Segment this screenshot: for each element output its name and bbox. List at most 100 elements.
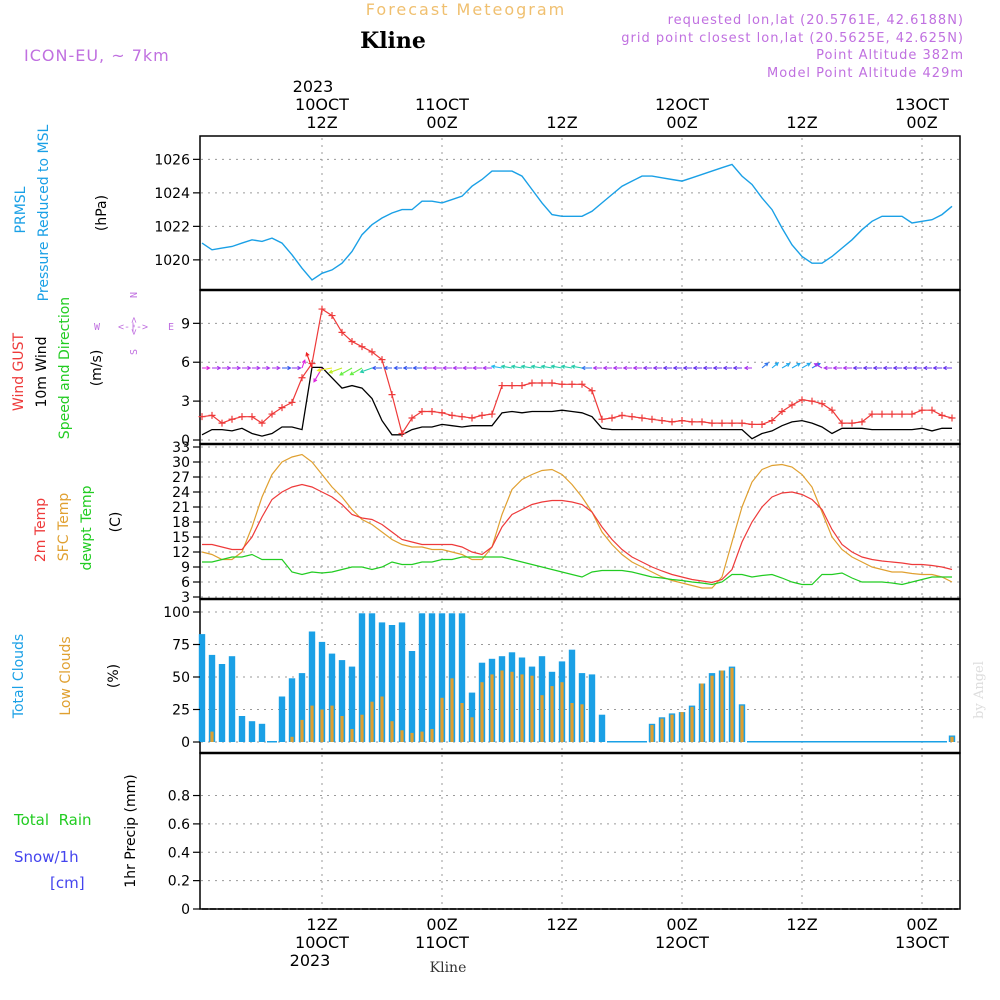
gust-marker xyxy=(478,411,486,419)
footer-location: Kline xyxy=(430,960,467,976)
total-cloud-bar xyxy=(927,741,937,743)
location-title: Kline xyxy=(360,28,426,54)
low-cloud-bar xyxy=(490,674,494,742)
t2m-label: 2m Temp xyxy=(33,498,49,562)
gust-marker xyxy=(648,415,656,423)
gust-marker xyxy=(578,380,586,388)
wind-direction-arrow xyxy=(781,363,791,369)
total-cloud-bar xyxy=(278,696,286,742)
compass-we-arrow: <-|-> xyxy=(118,322,148,333)
gust-marker xyxy=(598,415,606,423)
tcc-label: Total Clouds xyxy=(11,634,27,719)
total-cloud-bar xyxy=(857,741,867,743)
y-tick-label: 18 xyxy=(172,515,190,531)
gust-marker xyxy=(718,419,726,427)
gust-marker xyxy=(798,396,806,404)
gust-marker xyxy=(868,410,876,418)
wind-direction-arrow xyxy=(540,364,553,369)
top-date-label: 13OCT xyxy=(895,95,949,114)
wind-direction-arrow xyxy=(932,365,942,371)
wind-direction-arrow xyxy=(652,365,662,371)
total-cloud-bar xyxy=(308,631,316,742)
product-title: Forecast Meteogram xyxy=(366,0,566,19)
gust-marker xyxy=(208,411,216,419)
total-cloud-bar xyxy=(428,613,436,742)
wind-direction-arrow xyxy=(510,364,523,369)
wind-dir-label: Speed and Direction xyxy=(57,297,73,439)
bottom-time-label: 12Z xyxy=(306,915,337,934)
wind-direction-arrow xyxy=(862,365,872,371)
total-cloud-bar xyxy=(817,741,827,743)
y-tick-label: 30 xyxy=(172,455,190,471)
low-cloud-bar xyxy=(580,704,584,742)
wind-direction-arrow xyxy=(232,365,242,371)
wind-direction-arrow xyxy=(872,365,882,371)
total-cloud-bar xyxy=(418,613,426,742)
temperature-labels: 2m Temp SFC Temp dewpt Temp (C) xyxy=(33,485,124,570)
gust-marker xyxy=(298,374,306,382)
tsfc-label: SFC Temp xyxy=(56,493,72,562)
low-cloud-bar xyxy=(450,678,454,742)
gust-marker xyxy=(418,407,426,415)
gust-marker xyxy=(708,419,716,427)
model-label: ICON-EU, ~ 7km xyxy=(24,46,170,65)
bottom-date-label: 11OCT xyxy=(415,933,469,952)
gust-marker xyxy=(688,418,696,426)
low-cloud-bar xyxy=(400,730,404,742)
y-tick-label: 27 xyxy=(172,470,190,486)
low-cloud-bar xyxy=(500,670,504,742)
wind-direction-arrow xyxy=(892,365,902,371)
total-cloud-bar xyxy=(797,741,807,743)
wind-direction-arrow xyxy=(305,351,313,369)
pressure-line xyxy=(201,163,953,281)
gust-marker xyxy=(768,417,776,425)
low-cloud-bar xyxy=(520,674,524,742)
wind-direction-arrow xyxy=(202,365,211,371)
top-year-label: 2023 xyxy=(293,77,334,96)
wind10-line xyxy=(201,366,952,440)
gust-marker xyxy=(628,413,636,421)
wind-direction-arrow xyxy=(550,364,563,369)
y-tick-label: 1022 xyxy=(154,219,190,235)
wind-direction-arrow xyxy=(500,364,513,369)
gust-marker xyxy=(928,406,936,414)
low-cloud-bar xyxy=(550,686,554,742)
gust-marker xyxy=(378,356,386,364)
wind-direction-arrow xyxy=(743,365,752,371)
snow-label: Snow/1h xyxy=(14,848,79,866)
grid-point: grid point closest lon,lat (20.5625E, 42… xyxy=(621,31,964,46)
wind-direction-arrow xyxy=(520,364,533,369)
y-tick-label: 33 xyxy=(172,440,190,456)
gust-marker xyxy=(618,411,626,419)
low-cloud-bar xyxy=(370,701,374,742)
gust-marker xyxy=(808,397,816,405)
low-cloud-bar xyxy=(670,714,674,742)
low-cloud-bar xyxy=(350,729,354,742)
total-cloud-bar xyxy=(807,741,817,743)
wind-direction-arrow xyxy=(682,365,692,371)
total-cloud-bar xyxy=(887,741,897,743)
wind-direction-arrow xyxy=(761,362,769,369)
gust-marker xyxy=(538,379,546,387)
gust-marker xyxy=(448,411,456,419)
gust-marker xyxy=(938,411,946,419)
bottom-time-label: 00Z xyxy=(666,915,697,934)
wind-direction-arrow xyxy=(942,365,952,371)
gust-marker xyxy=(408,414,416,422)
y-tick-label: 25 xyxy=(172,703,190,719)
wind-direction-arrow xyxy=(612,365,622,371)
low-cloud-bar xyxy=(300,719,304,742)
gust-marker xyxy=(498,382,506,390)
compass-s-label: S xyxy=(129,349,140,355)
y-tick-label: 0 xyxy=(181,735,190,751)
precip-labels: Total Rain Snow/1h [cm] 1hr Precip (mm) xyxy=(13,774,139,892)
total-cloud-bar xyxy=(617,741,627,743)
total-cloud-bar xyxy=(198,634,206,742)
gust-marker xyxy=(518,382,526,390)
gust-marker xyxy=(328,312,336,320)
total-cloud-bar xyxy=(208,654,216,742)
pressure-labels: PRMSL Pressure Reduced to MSL (hPa) xyxy=(13,124,110,301)
low-cloud-bar xyxy=(480,682,484,742)
wind-direction-arrow xyxy=(422,365,432,371)
prmsl-unit-label: (hPa) xyxy=(94,195,110,231)
